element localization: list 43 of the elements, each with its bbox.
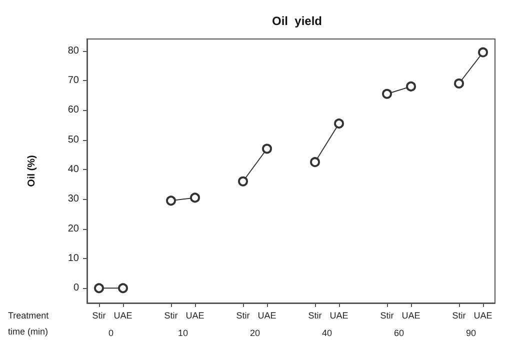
point	[166, 196, 176, 206]
x-tick-label: UAE	[330, 310, 348, 320]
point	[118, 283, 128, 294]
y-tick-label: 60	[68, 104, 80, 116]
text: 20	[250, 328, 260, 338]
x-tick-label: Stir	[452, 310, 466, 320]
point	[262, 144, 272, 154]
y-tick-label: 80	[68, 45, 80, 56]
text: time (min)	[8, 326, 48, 336]
y-tick-label: 10	[68, 253, 80, 264]
x-tick-label: Stir	[380, 310, 394, 320]
y-tick-label: 30	[68, 194, 80, 205]
y-tick-label: 0	[73, 282, 80, 294]
y-tick-label: 70	[68, 75, 80, 86]
text: 10	[178, 328, 188, 338]
y-tick-label: 50	[68, 134, 80, 146]
x-tick-label: Stir	[164, 310, 178, 320]
y-tick-label: 40	[68, 164, 80, 176]
text: 60	[394, 328, 404, 338]
point	[334, 118, 344, 129]
x-tick-label: UAE	[186, 310, 204, 320]
point	[94, 283, 104, 294]
text: Treatment	[8, 310, 50, 320]
x-tick-label: UAE	[114, 310, 132, 320]
y-axis-title: Oil (%)	[26, 155, 38, 187]
chart-title: Oil yield	[272, 14, 322, 28]
point	[310, 157, 320, 168]
point	[190, 192, 200, 203]
x-tick-label: UAE	[258, 310, 276, 320]
x-tick-label: Stir	[92, 310, 106, 320]
y-tick-label: 20	[68, 223, 80, 234]
text: 40	[322, 328, 332, 338]
point	[382, 88, 392, 99]
text: 90	[466, 328, 476, 338]
point	[238, 176, 248, 186]
point	[406, 81, 416, 92]
text: 0	[108, 328, 114, 338]
x-tick-label: UAE	[474, 310, 492, 320]
point	[454, 78, 464, 88]
x-tick-label: Stir	[236, 310, 250, 320]
x-tick-label: Stir	[308, 310, 322, 320]
x-tick-label: UAE	[402, 310, 420, 320]
point	[478, 47, 488, 58]
